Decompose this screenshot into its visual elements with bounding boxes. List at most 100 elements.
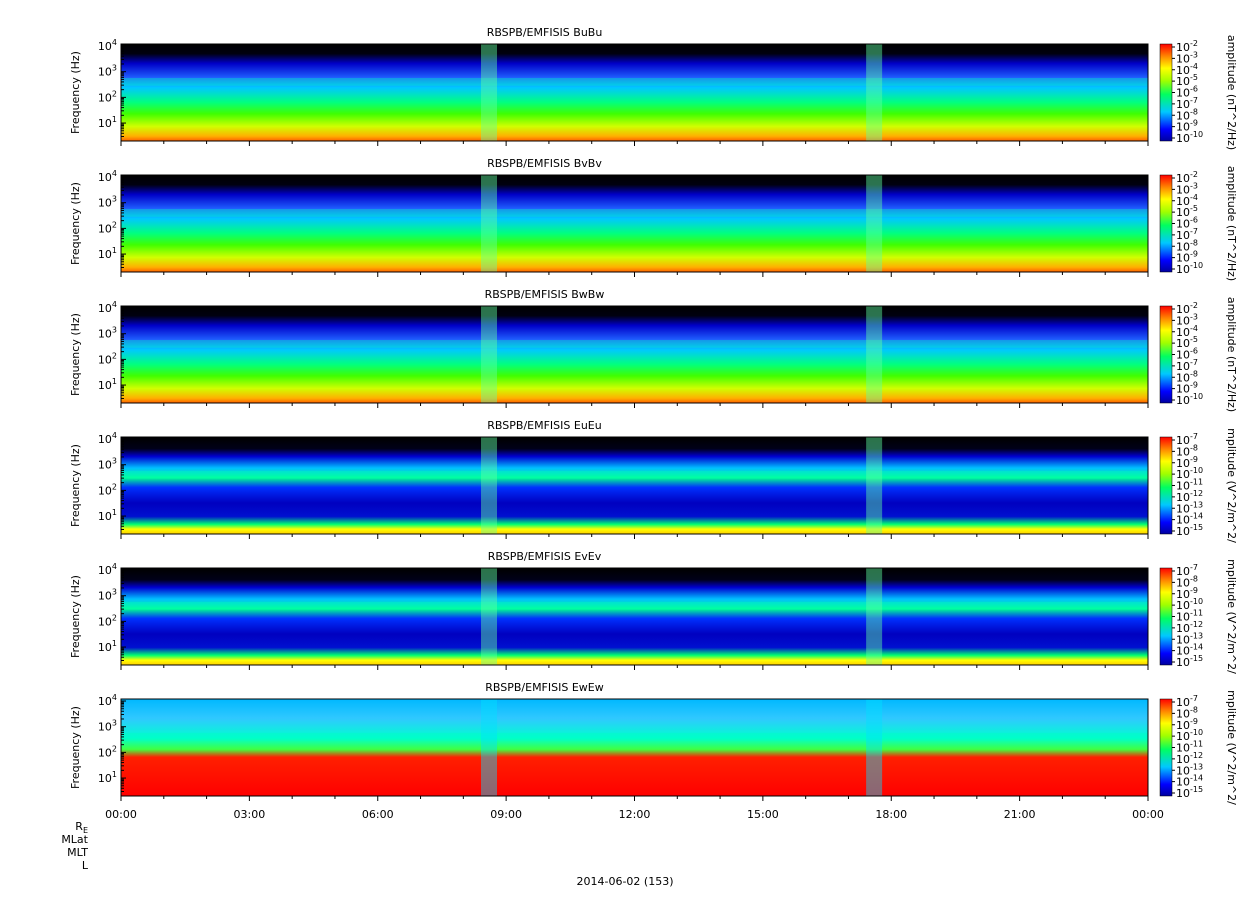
y-tick-label: 104 [98,169,117,184]
colorbar-tick-label: 10-7 [1176,358,1198,373]
colorbar-tick-label: 10-5 [1176,73,1198,88]
colorbar-tick-label: 10-5 [1176,335,1198,350]
colorbar-tick-label: 10-3 [1176,50,1198,65]
y-tick-label: 104 [98,562,117,577]
x-tick-label: 00:00 [1132,808,1164,821]
colorbar-tick-label: 10-10 [1176,130,1203,145]
ephemeris-label-mlat: MLat [61,833,88,846]
colorbar-tick-label: 10-2 [1176,39,1198,54]
colorbar-tick-label: 10-5 [1176,204,1198,219]
colorbar-tick-label: 10-15 [1176,654,1203,669]
y-tick-label: 103 [98,64,117,79]
y-tick-label: 102 [98,351,117,366]
panel-6: RBSPB/EMFISIS EwEw 101 102 103 104 Frequency … [69,681,1238,805]
colorbar-tick-label: 10-11 [1176,478,1203,493]
panel-4: RBSPB/EMFISIS EuEu 101 102 103 104 Frequency … [69,419,1238,543]
colorbar-tick-label: 10-7 [1176,563,1198,578]
colorbar-tick-label: 10-10 [1176,392,1203,407]
spectrogram-band [121,732,1148,741]
y-tick-label: 102 [98,89,117,104]
colorbar-tick-label: 10-3 [1176,312,1198,327]
colorbar-label: amplitude (nT^2/Hz) [1225,35,1238,150]
x-tick-label: 06:00 [362,808,394,821]
colorbar-tick-label: 10-14 [1176,774,1203,789]
colorbar-label: mplitude (V^2/m^2/ [1225,559,1238,674]
x-tick-label: 00:00 [105,808,137,821]
spectrogram-image [121,175,1148,272]
ephemeris-label-re: RE [75,820,88,836]
y-tick-label: 104 [98,431,117,446]
colorbar-tick-label: 10-13 [1176,500,1203,515]
y-tick-label: 102 [98,744,117,759]
colorbar-tick-label: 10-15 [1176,785,1203,800]
panel-title: RBSPB/EMFISIS BwBw [485,288,605,301]
y-tick-label: 104 [98,300,117,315]
colorbar-tick-label: 10-7 [1176,432,1198,447]
x-tick-label: 18:00 [875,808,907,821]
ephemeris-label-mlt: MLT [67,846,88,859]
colorbar-tick-label: 10-13 [1176,762,1203,777]
colorbar-tick-label: 10-2 [1176,301,1198,316]
colorbar-label: amplitude (nT^2/Hz) [1225,166,1238,281]
spectrogram-band [121,339,1148,348]
y-axis-label: Frequency (Hz) [69,182,82,265]
colorbar-tick-label: 10-15 [1176,523,1203,538]
y-tick-label: 104 [98,38,117,53]
colorbar-tick-label: 10-13 [1176,631,1203,646]
colorbar-tick-label: 10-8 [1176,107,1198,122]
colorbar-tick-label: 10-7 [1176,227,1198,242]
spectrogram-image [121,306,1148,403]
colorbar-tick-label: 10-2 [1176,170,1198,185]
panel-title: RBSPB/EMFISIS BvBv [487,157,602,170]
colorbar-tick-label: 10-12 [1176,751,1203,766]
colorbar-tick-label: 10-7 [1176,96,1198,111]
colorbar-tick-label: 10-9 [1176,119,1198,134]
spectrogram-image [121,437,1148,534]
panel-title: RBSPB/EMFISIS EwEw [485,681,603,694]
y-axis-label: Frequency (Hz) [69,444,82,527]
colorbar-tick-label: 10-9 [1176,381,1198,396]
colorbar-tick-label: 10-4 [1176,324,1198,339]
spectrogram-disturbance [866,568,883,665]
y-tick-label: 102 [98,482,117,497]
spectrogram-band [121,601,1148,610]
colorbar-tick-label: 10-9 [1176,717,1198,732]
colorbar-tick-label: 10-12 [1176,620,1203,635]
colorbar-tick-label: 10-8 [1176,705,1198,720]
colorbar [1159,567,1173,666]
y-tick-label: 104 [98,693,117,708]
colorbar-tick-label: 10-14 [1176,512,1203,527]
y-tick-label: 101 [98,377,117,392]
spectrogram-disturbance [866,44,883,141]
colorbar-tick-label: 10-10 [1176,597,1203,612]
colorbar [1159,698,1173,797]
y-tick-label: 101 [98,246,117,261]
colorbar-tick-label: 10-11 [1176,740,1203,755]
y-tick-label: 102 [98,220,117,235]
panel-title: RBSPB/EMFISIS BuBu [487,26,603,39]
panel-title: RBSPB/EMFISIS EuEu [487,419,601,432]
colorbar-tick-label: 10-6 [1176,85,1198,100]
spectrogram-image [121,44,1148,141]
spectrogram-image [121,568,1148,665]
x-tick-label: 21:00 [1004,808,1036,821]
colorbar-tick-label: 10-8 [1176,443,1198,458]
spectrogram-disturbance [481,306,498,403]
colorbar-tick-label: 10-9 [1176,250,1198,265]
spectrogram-disturbance [866,699,883,796]
x-tick-label: 15:00 [747,808,779,821]
colorbar-tick-label: 10-4 [1176,62,1198,77]
colorbar-label: mplitude (V^2/m^2/ [1225,690,1238,805]
spectrogram-image [121,699,1148,796]
spectrogram-disturbance [481,175,498,272]
y-tick-label: 101 [98,115,117,130]
colorbar-tick-label: 10-14 [1176,643,1203,658]
colorbar [1159,43,1173,142]
colorbar [1159,305,1173,404]
y-tick-label: 101 [98,508,117,523]
colorbar-tick-label: 10-8 [1176,238,1198,253]
colorbar-tick-label: 10-8 [1176,369,1198,384]
colorbar [1159,436,1173,535]
colorbar-tick-label: 10-9 [1176,586,1198,601]
